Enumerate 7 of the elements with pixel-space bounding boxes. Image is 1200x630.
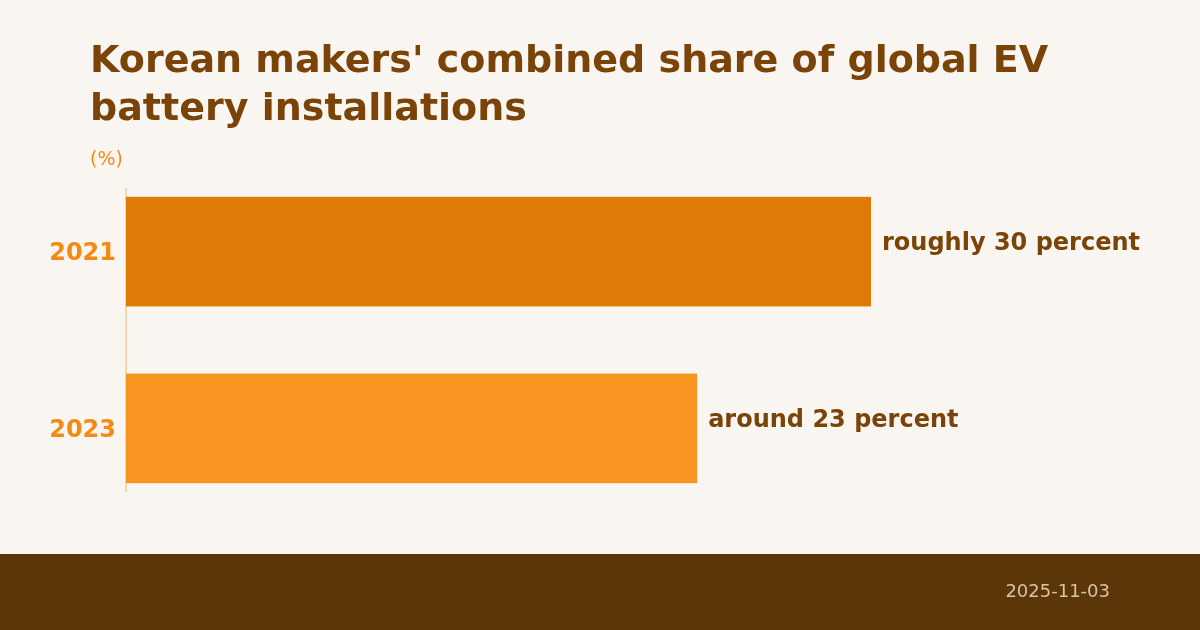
data-label: roughly 30 percent	[882, 228, 1141, 257]
data-label: around 23 percent	[708, 405, 959, 434]
text: 2025-11-03	[1005, 580, 1110, 601]
y-tick-label: 2021	[49, 238, 116, 267]
y-tick-label: 2023	[49, 414, 116, 443]
chart-title: Korean makers' combined share of global EV battery installations	[90, 37, 1049, 129]
x-axis-title: (%)	[90, 147, 123, 169]
